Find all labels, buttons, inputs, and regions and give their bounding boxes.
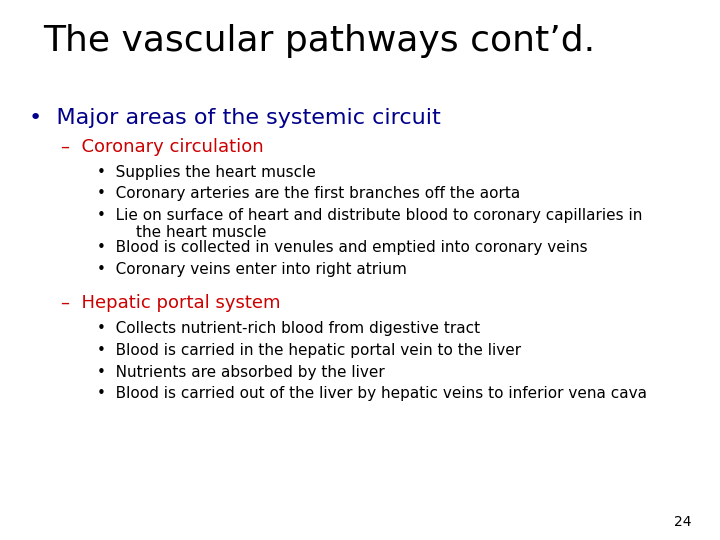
Text: •  Coronary veins enter into right atrium: • Coronary veins enter into right atrium <box>97 262 407 277</box>
Text: •  Major areas of the systemic circuit: • Major areas of the systemic circuit <box>29 108 441 128</box>
Text: •  Collects nutrient-rich blood from digestive tract: • Collects nutrient-rich blood from dige… <box>97 321 480 336</box>
Text: •  Blood is carried out of the liver by hepatic veins to inferior vena cava: • Blood is carried out of the liver by h… <box>97 386 647 401</box>
Text: –  Coronary circulation: – Coronary circulation <box>61 138 264 156</box>
Text: •  Blood is carried in the hepatic portal vein to the liver: • Blood is carried in the hepatic portal… <box>97 343 521 358</box>
Text: •  Nutrients are absorbed by the liver: • Nutrients are absorbed by the liver <box>97 364 385 380</box>
Text: •  Supplies the heart muscle: • Supplies the heart muscle <box>97 165 316 180</box>
Text: 24: 24 <box>674 515 691 529</box>
Text: •  Coronary arteries are the first branches off the aorta: • Coronary arteries are the first branch… <box>97 186 521 201</box>
Text: The vascular pathways cont’d.: The vascular pathways cont’d. <box>43 24 595 58</box>
Text: •  Blood is collected in venules and emptied into coronary veins: • Blood is collected in venules and empt… <box>97 240 588 255</box>
Text: •  Lie on surface of heart and distribute blood to coronary capillaries in
     : • Lie on surface of heart and distribute… <box>97 208 642 240</box>
Text: –  Hepatic portal system: – Hepatic portal system <box>61 294 281 312</box>
